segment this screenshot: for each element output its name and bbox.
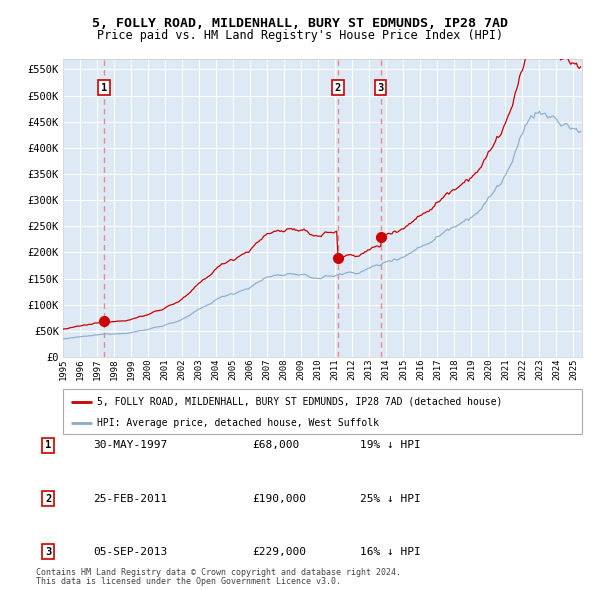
Text: HPI: Average price, detached house, West Suffolk: HPI: Average price, detached house, West…	[97, 418, 379, 428]
Text: 05-SEP-2013: 05-SEP-2013	[93, 547, 167, 556]
Text: 30-MAY-1997: 30-MAY-1997	[93, 441, 167, 450]
Text: 19% ↓ HPI: 19% ↓ HPI	[360, 441, 421, 450]
Text: 25-FEB-2011: 25-FEB-2011	[93, 494, 167, 503]
Text: 3: 3	[377, 83, 384, 93]
Text: 1: 1	[101, 83, 107, 93]
Text: £190,000: £190,000	[252, 494, 306, 503]
Text: 2: 2	[45, 494, 51, 503]
Text: 3: 3	[45, 547, 51, 556]
Text: Price paid vs. HM Land Registry's House Price Index (HPI): Price paid vs. HM Land Registry's House …	[97, 29, 503, 42]
Text: 2: 2	[335, 83, 341, 93]
Text: 16% ↓ HPI: 16% ↓ HPI	[360, 547, 421, 556]
Text: 5, FOLLY ROAD, MILDENHALL, BURY ST EDMUNDS, IP28 7AD (detached house): 5, FOLLY ROAD, MILDENHALL, BURY ST EDMUN…	[97, 397, 502, 407]
Text: Contains HM Land Registry data © Crown copyright and database right 2024.: Contains HM Land Registry data © Crown c…	[36, 568, 401, 577]
Text: £229,000: £229,000	[252, 547, 306, 556]
Text: 1: 1	[45, 441, 51, 450]
Text: This data is licensed under the Open Government Licence v3.0.: This data is licensed under the Open Gov…	[36, 576, 341, 586]
Text: 5, FOLLY ROAD, MILDENHALL, BURY ST EDMUNDS, IP28 7AD: 5, FOLLY ROAD, MILDENHALL, BURY ST EDMUN…	[92, 17, 508, 30]
Text: £68,000: £68,000	[252, 441, 299, 450]
Text: 25% ↓ HPI: 25% ↓ HPI	[360, 494, 421, 503]
